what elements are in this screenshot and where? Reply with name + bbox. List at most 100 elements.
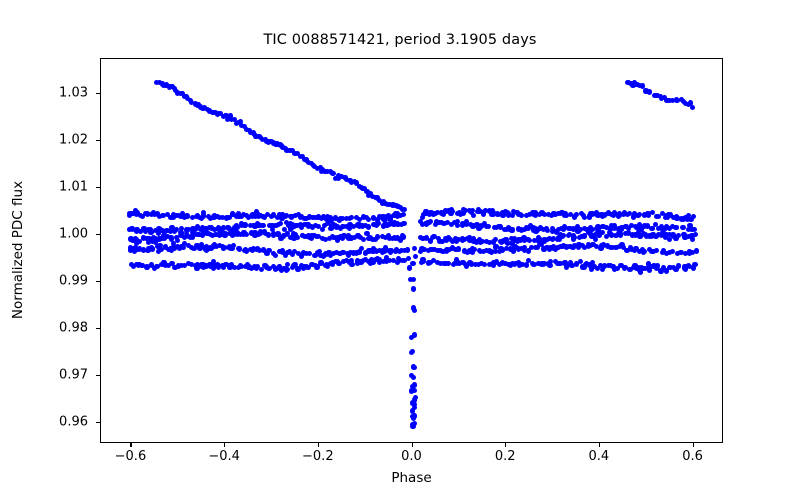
data-point [395,204,401,210]
data-point [144,236,150,242]
data-point [599,212,605,218]
data-point [157,242,163,248]
data-point [373,249,379,255]
data-point [552,247,558,253]
data-point [679,250,685,256]
data-point [594,230,600,236]
data-point [323,216,330,222]
data-point [398,247,404,253]
data-point [686,263,692,269]
y-tick-mark [96,234,100,236]
data-point [434,259,441,265]
data-point [534,237,541,244]
data-point [693,248,699,254]
y-tick-label: 0.97 [59,367,88,383]
data-point [506,212,512,218]
data-point [170,244,177,250]
data-point [455,218,461,225]
data-point [283,213,290,219]
data-point [479,223,485,229]
data-point [185,213,191,220]
data-point [239,123,245,129]
data-point [347,235,354,241]
data-point [690,214,696,220]
data-point [274,141,280,147]
data-point [486,208,492,214]
data-point [480,210,487,216]
data-point [200,210,207,216]
data-point [460,237,466,243]
data-point [243,232,250,238]
data-point [217,242,223,248]
data-point [382,234,388,240]
data-point [394,211,400,217]
data-point [639,83,645,89]
data-point [200,232,206,238]
data-point [506,225,512,231]
data-point [181,215,188,221]
data-point [558,243,564,249]
data-point [489,211,495,217]
data-point [589,211,595,217]
data-point [674,213,680,220]
data-point [367,190,374,197]
data-point [640,231,646,237]
data-point [367,260,373,266]
data-point [263,138,269,145]
data-point [282,226,288,232]
data-point [411,387,418,393]
data-point [630,214,636,220]
data-point [523,224,530,230]
data-point [560,233,566,239]
data-point [397,213,403,219]
data-point [260,247,266,253]
data-point [444,247,450,253]
x-tick-label: 0.4 [588,449,610,464]
data-point [315,166,321,172]
data-point [295,235,301,241]
data-point [428,260,434,266]
data-point [590,242,596,248]
data-point [339,216,346,222]
data-point [346,233,352,239]
data-point [567,226,573,232]
data-point [662,95,668,101]
data-point [156,235,162,242]
data-point [343,258,350,264]
data-point [314,264,320,270]
data-point [175,90,181,96]
data-point [223,113,229,119]
data-point [689,237,696,243]
data-point [181,234,187,241]
data-point [297,215,304,221]
data-point [511,262,517,268]
data-point [375,221,381,227]
data-point [336,216,342,223]
data-point [139,262,145,268]
data-point [212,213,218,219]
data-point [367,235,373,241]
data-point [568,259,574,265]
data-point [463,221,469,227]
data-point [528,244,534,250]
data-point [355,233,361,239]
data-point [345,252,351,258]
data-point [349,215,355,221]
data-point [387,236,393,242]
data-point [331,223,337,229]
data-point [535,260,541,266]
data-point [466,248,472,254]
data-point [586,262,593,268]
data-point [274,215,280,221]
data-point [435,235,441,241]
data-point [548,258,554,265]
data-point [650,225,656,232]
data-point [356,221,362,227]
data-point [295,251,301,257]
data-point [347,249,354,255]
data-point [438,210,445,216]
data-point [156,79,162,86]
data-point [279,267,285,274]
data-point [650,210,656,216]
data-point [658,95,665,101]
